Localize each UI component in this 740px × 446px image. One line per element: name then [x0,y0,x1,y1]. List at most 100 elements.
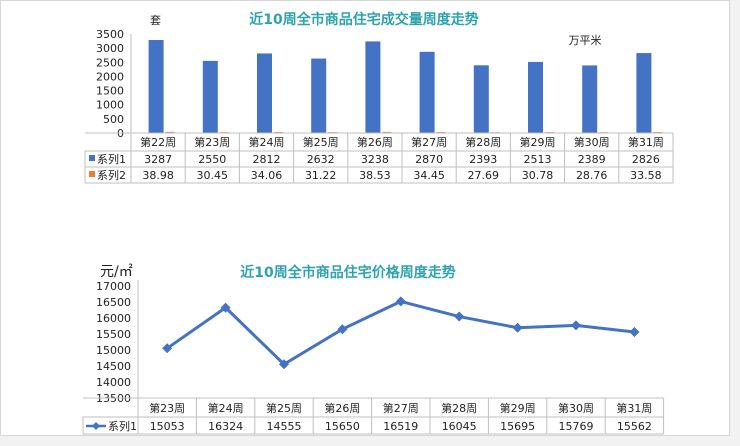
data-label-series1: 3238 [361,153,389,166]
volume-chart: 近10周全市商品住宅成交量周度走势套万平米0500100015002000250… [84,11,674,184]
chart-title: 近10周全市商品住宅价格周度走势 [240,264,455,281]
legend-label-series1: 系列1 [97,152,126,166]
data-label-series2: 31.22 [305,169,337,182]
legend-key-series1 [89,155,95,161]
category-label: 第31周 [628,135,664,149]
data-point-marker [395,296,406,307]
data-label-series2: 34.45 [413,169,445,182]
bar-series2 [382,131,392,133]
data-label-series2: 28.76 [576,169,608,182]
data-label-series1: 3287 [144,153,172,166]
category-label: 第25周 [266,401,302,415]
data-point-marker [220,302,231,313]
y-tick-label: 14500 [96,360,131,373]
category-label: 第22周 [140,135,176,149]
legend-label-series1: 系列1 [108,419,137,433]
category-label: 第29周 [520,135,556,149]
category-label: 第24周 [208,401,244,415]
data-label-series2: 33.58 [630,169,662,182]
category-label: 第27周 [383,401,419,415]
y-tick-label: 15500 [96,328,131,341]
y-tick-label: 16500 [96,296,131,309]
data-point-marker [454,311,465,322]
bar-series2 [165,131,175,133]
bar-series1 [311,58,327,133]
data-point-marker [571,320,581,331]
y-tick-label: 500 [103,113,124,126]
data-label-series1: 2550 [198,153,226,166]
category-label: 第27周 [411,135,447,149]
category-label: 第30周 [574,135,610,149]
category-label: 第23周 [194,135,230,149]
data-label-series1: 2513 [524,153,552,166]
bar-series1 [202,60,218,133]
y-tick-label: 2000 [96,70,124,83]
series-line [166,299,635,366]
y-tick-label: 3500 [96,28,124,41]
data-label-series1: 15769 [559,420,594,433]
data-label-series1: 2870 [415,153,443,166]
data-label-series1: 16045 [442,420,477,433]
chart-title: 近10周全市商品住宅成交量周度走势 [249,11,478,28]
data-label-series1: 15695 [500,420,535,433]
price-chart: 近10周全市商品住宅价格周度走势元/㎡135001400014500150001… [82,264,665,435]
data-label-series2: 30.78 [522,169,554,182]
category-label: 第25周 [303,135,339,149]
category-label: 第30周 [558,401,594,415]
data-label-series1: 2632 [307,153,335,166]
bar-series1 [636,53,652,133]
data-point-marker [162,343,173,354]
data-point-marker [629,327,640,338]
bar-series1 [365,41,381,133]
secondary-unit-label: 万平米 [569,34,602,47]
y-tick-label: 15000 [96,344,131,357]
category-label: 第24周 [249,135,285,149]
charts-canvas: 近10周全市商品住宅成交量周度走势套万平米0500100015002000250… [82,11,674,435]
category-label: 第26周 [357,135,393,149]
category-label: 第31周 [616,401,652,415]
legend-key-series2 [89,171,95,177]
data-point-marker [337,324,348,335]
y-unit-label: 套 [150,14,161,27]
category-label: 第23周 [149,401,185,415]
data-label-series1: 2389 [578,153,606,166]
y-tick-label: 3000 [96,42,124,55]
bar-series1 [257,53,272,133]
legend-label-series2: 系列2 [97,168,126,182]
y-tick-label: 16000 [96,312,131,325]
data-label-series1: 2826 [632,153,660,166]
window-edge-right [730,0,740,446]
category-label: 第26周 [324,401,360,415]
bar-series1 [148,40,164,133]
y-tick-label: 1500 [96,85,124,98]
data-label-series1: 16324 [208,420,243,433]
data-label-series2: 30.45 [197,169,229,182]
y-tick-label: 17000 [96,280,131,293]
y-unit-label: 元/㎡ [100,264,133,280]
data-label-series1: 2393 [469,153,497,166]
bar-series1 [582,65,598,133]
category-label: 第29周 [500,401,536,415]
data-label-series1: 15562 [617,420,652,433]
bar-series1 [528,61,543,133]
y-tick-label: 1000 [96,99,124,112]
y-tick-label: 14000 [96,376,131,389]
data-point-marker [512,322,523,333]
data-label-series2: 34.06 [251,169,283,182]
data-label-series1: 16519 [383,420,418,433]
bar-series1 [473,65,489,133]
data-label-series1: 15650 [325,420,360,433]
data-label-series1: 2812 [253,153,281,166]
data-label-series2: 38.98 [142,169,174,182]
bar-series1 [419,51,435,133]
data-point-marker [279,359,289,370]
data-label-series2: 38.53 [359,169,391,182]
category-label: 第28周 [441,401,477,415]
category-label: 第28周 [465,135,501,149]
data-label-series1: 14555 [267,420,302,433]
chart-frame [0,0,730,436]
y-tick-label: 2500 [96,56,124,69]
data-label-series1: 15053 [150,420,185,433]
data-label-series2: 27.69 [468,169,500,182]
legend-key-marker [92,422,100,430]
